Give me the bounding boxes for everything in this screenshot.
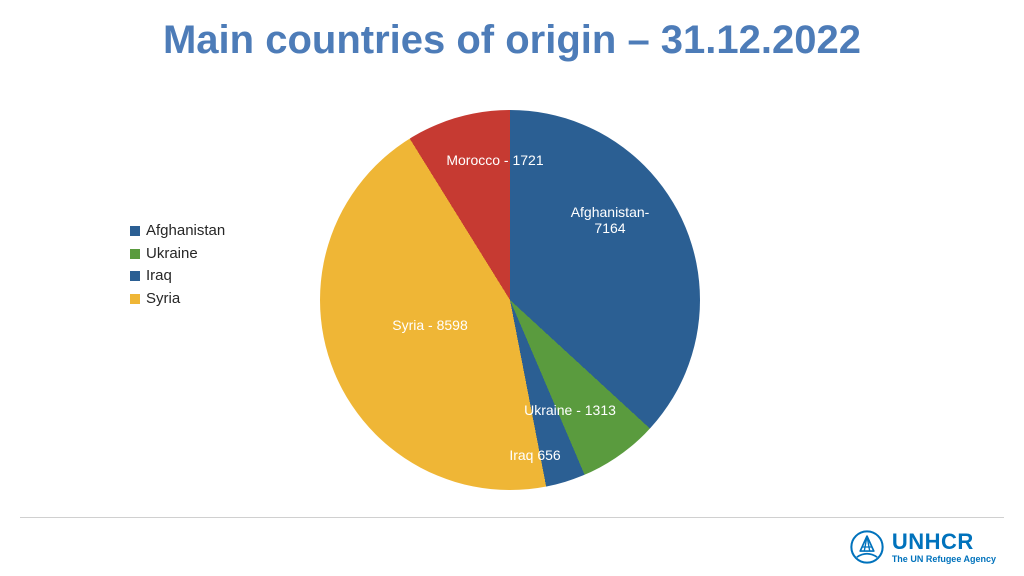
pie-chart: Afghanistan- 7164Ukraine - 1313Iraq 656S… [320, 110, 700, 490]
legend-label: Iraq [146, 265, 172, 288]
legend-label: Ukraine [146, 243, 198, 266]
footer-divider [20, 517, 1004, 518]
legend-swatch [130, 271, 140, 281]
legend-item: Iraq [130, 265, 225, 288]
pie-disc [320, 110, 700, 490]
legend-item: Ukraine [130, 243, 225, 266]
slide: Main countries of origin – 31.12.2022 Af… [0, 0, 1024, 576]
legend-label: Afghanistan [146, 220, 225, 243]
chart-legend: AfghanistanUkraineIraqSyria [130, 220, 225, 310]
legend-label: Syria [146, 288, 180, 311]
legend-swatch [130, 226, 140, 236]
legend-swatch [130, 294, 140, 304]
legend-item: Syria [130, 288, 225, 311]
unhcr-logo-icon [850, 530, 884, 564]
unhcr-logo-text: UNHCR The UN Refugee Agency [892, 531, 996, 564]
legend-swatch [130, 249, 140, 259]
legend-item: Afghanistan [130, 220, 225, 243]
logo-main: UNHCR [892, 531, 996, 553]
logo-sub: The UN Refugee Agency [892, 555, 996, 564]
unhcr-logo: UNHCR The UN Refugee Agency [850, 530, 996, 564]
page-title: Main countries of origin – 31.12.2022 [0, 18, 1024, 63]
